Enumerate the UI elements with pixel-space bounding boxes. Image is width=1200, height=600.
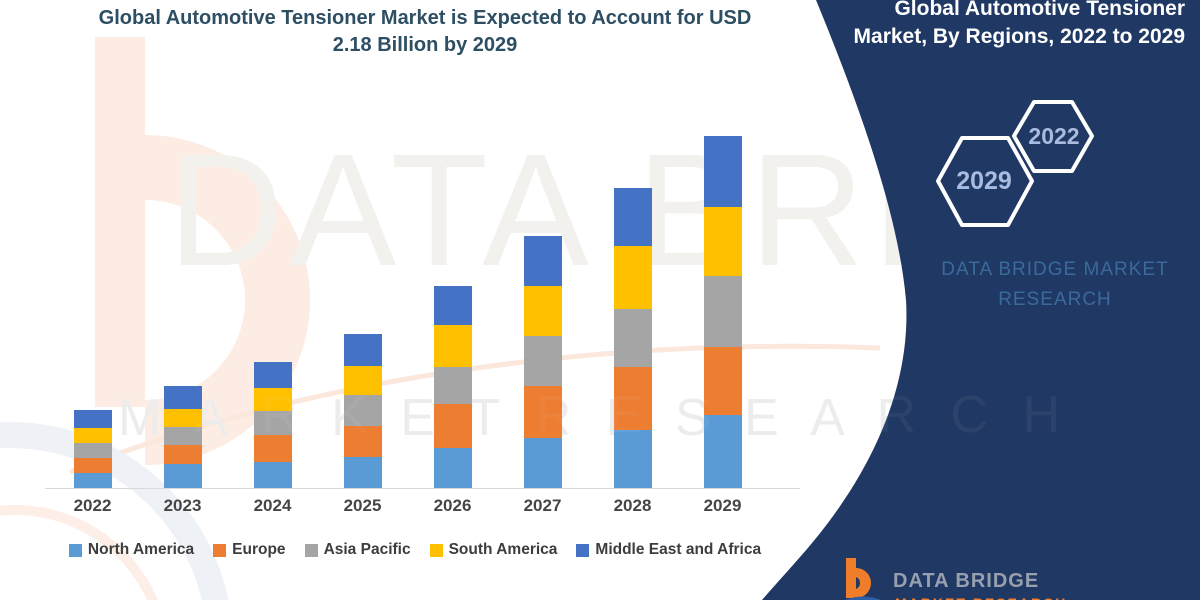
bar-segment-2022-south-america xyxy=(73,428,112,443)
bar-segment-2022-north-america xyxy=(73,473,112,488)
x-axis-label-2028: 2028 xyxy=(613,496,652,515)
bar-segment-2026-asia-pacific xyxy=(433,367,472,404)
chart-title-line1: Global Automotive Tensioner Market is Ex… xyxy=(98,7,752,29)
bar-segment-2028-north-america xyxy=(613,430,652,488)
stacked-bar-2025 xyxy=(343,0,382,488)
bar-segment-2025-asia-pacific xyxy=(343,395,382,426)
footer-logo: DATA BRIDGE MARKET RESEARCH xyxy=(843,556,1103,600)
stacked-bar-2024 xyxy=(253,0,292,488)
bar-segment-2026-middle-east-and-africa xyxy=(433,286,472,325)
bar-segment-2022-asia-pacific xyxy=(73,443,112,458)
legend-item-middle-east-and-africa: Middle East and Africa xyxy=(576,541,761,559)
legend-swatch xyxy=(213,543,227,557)
stacked-bar-2029 xyxy=(703,0,742,488)
watermark-overlay-on-panel: M A R K E T R E S E A R C H xyxy=(120,386,1070,444)
bar-segment-2029-north-america xyxy=(703,415,742,488)
legend-item-asia-pacific: Asia Pacific xyxy=(304,541,411,559)
bar-segment-2027-south-america xyxy=(523,286,562,336)
watermark-arc-blue xyxy=(0,422,229,600)
x-axis-label-2026: 2026 xyxy=(433,496,472,515)
chart-title-line2: 2.18 Billion by 2029 xyxy=(332,34,518,56)
stacked-bar-2027 xyxy=(523,0,562,488)
bar-segment-2024-north-america xyxy=(253,462,292,488)
bar-segment-2029-asia-pacific xyxy=(703,276,742,347)
legend-label: Asia Pacific xyxy=(323,541,411,558)
bar-segment-2024-europe xyxy=(253,435,292,462)
bar-segment-2029-south-america xyxy=(703,207,742,276)
bar-segment-2027-europe xyxy=(523,386,562,438)
bar-segment-2023-middle-east-and-africa xyxy=(163,386,202,409)
bar-segment-2025-south-america xyxy=(343,366,382,395)
bar-segment-2029-europe xyxy=(703,347,742,415)
bar-segment-2028-asia-pacific xyxy=(613,309,652,367)
x-axis-label-2023: 2023 xyxy=(163,496,202,515)
logo-swoosh xyxy=(845,596,881,600)
stacked-bar-2023 xyxy=(163,0,202,488)
hexagon-2029-label: 2029 xyxy=(956,167,1012,195)
stacked-bar-2026 xyxy=(433,0,472,488)
hexagon-2029 xyxy=(936,136,1034,227)
legend-label: North America xyxy=(87,541,195,558)
panel-brand-text: DATA BRIDGE MARKET RESEARCH xyxy=(941,259,1169,310)
bar-segment-2029-middle-east-and-africa xyxy=(703,136,742,207)
x-axis-label-2024: 2024 xyxy=(253,496,292,515)
x-axis-label-2025: 2025 xyxy=(343,496,382,515)
chart-title: Global Automotive Tensioner Market is Ex… xyxy=(25,5,825,59)
stacked-bar-chart: Global Automotive Tensioner Market is Ex… xyxy=(0,0,830,559)
bar-segment-2023-north-america xyxy=(163,464,202,488)
chart-legend: North America Europe Asia Pacific South Ame… xyxy=(0,541,830,559)
legend-item-south-america: South America xyxy=(429,541,558,559)
bar-segment-2027-middle-east-and-africa xyxy=(523,236,562,286)
legend-label: South America xyxy=(448,541,558,558)
bar-segment-2023-europe xyxy=(163,445,202,464)
bar-segment-2026-europe xyxy=(433,404,472,448)
side-panel-background xyxy=(762,0,1200,600)
footer-sub-text: MARKET RESEARCH xyxy=(895,595,1067,600)
bar-segment-2025-north-america xyxy=(343,457,382,488)
bar-segment-2028-middle-east-and-africa xyxy=(613,188,652,246)
stacked-bar-2028 xyxy=(613,0,652,488)
bar-segment-2027-north-america xyxy=(523,438,562,488)
legend-swatch xyxy=(429,543,443,557)
bar-segment-2023-asia-pacific xyxy=(163,427,202,445)
legend-item-north-america: North America xyxy=(68,541,195,559)
bar-segment-2022-europe xyxy=(73,458,112,473)
legend-swatch xyxy=(576,543,590,557)
bar-segment-2027-asia-pacific xyxy=(523,336,562,386)
hexagon-2022 xyxy=(1012,100,1094,173)
bar-segment-2028-south-america xyxy=(613,246,652,309)
bar-segment-2024-south-america xyxy=(253,388,292,411)
x-axis-label-2022: 2022 xyxy=(73,496,112,515)
footer-brand-text: DATA BRIDGE xyxy=(893,570,1040,592)
x-axis-line xyxy=(45,488,800,489)
bar-segment-2028-europe xyxy=(613,367,652,430)
legend-label: Europe xyxy=(232,541,286,558)
bar-segment-2026-north-america xyxy=(433,448,472,488)
x-axis-label-2029: 2029 xyxy=(703,496,742,515)
x-axis-label-2027: 2027 xyxy=(523,496,562,515)
watermark-arc-peach xyxy=(0,505,158,600)
bar-segment-2026-south-america xyxy=(433,325,472,367)
panel-title: Global Automotive Tensioner Market, By R… xyxy=(853,0,1185,48)
bar-segment-2024-asia-pacific xyxy=(253,411,292,435)
legend-swatch xyxy=(68,543,82,557)
x-axis-labels: 2022 2023 2024 2025 2026 2027 2028 2029 xyxy=(45,496,800,522)
databridge-b-icon xyxy=(845,558,881,600)
bar-segment-2025-europe xyxy=(343,426,382,457)
legend-item-europe: Europe xyxy=(213,541,286,559)
bar-segment-2025-middle-east-and-africa xyxy=(343,334,382,366)
legend-label: Middle East and Africa xyxy=(595,541,762,558)
bar-segment-2024-middle-east-and-africa xyxy=(253,362,292,388)
stacked-bar-2022 xyxy=(73,0,112,488)
legend-swatch xyxy=(304,543,318,557)
bars-plot-area xyxy=(45,0,800,488)
bar-segment-2023-south-america xyxy=(163,409,202,427)
watermark-b-logo-bar xyxy=(95,37,145,407)
hexagon-2022-label: 2022 xyxy=(1028,123,1080,149)
bar-segment-2022-middle-east-and-africa xyxy=(73,410,112,428)
